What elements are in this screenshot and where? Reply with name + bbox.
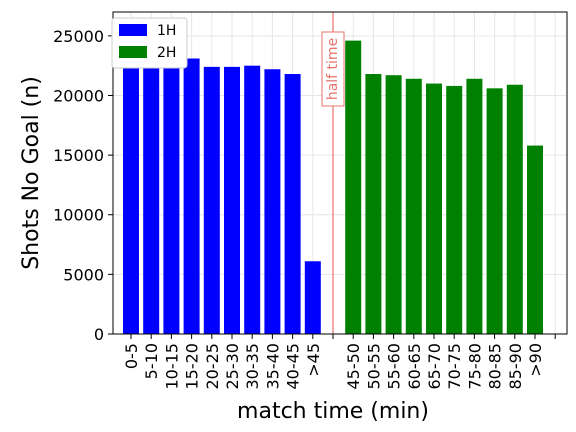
- x-tick-label: 40-45: [284, 343, 303, 390]
- half-time-box: [321, 31, 345, 107]
- legend-swatch-1h: [119, 24, 147, 36]
- bar-1h: [203, 66, 220, 335]
- x-axis-label: match time (min): [237, 399, 429, 424]
- x-tick-label: 65-70: [425, 343, 444, 390]
- x-tick-label: 15-20: [183, 343, 202, 390]
- x-tick-label: 70-75: [445, 343, 464, 390]
- bar-1h: [284, 74, 301, 334]
- x-tick-label: 85-90: [506, 343, 525, 390]
- bar-2h: [405, 78, 422, 334]
- bar-1h: [163, 59, 180, 334]
- bar-2h: [466, 78, 483, 334]
- y-tick-label: 20000: [53, 86, 104, 105]
- x-tick-label: 80-85: [486, 343, 505, 390]
- bar-2h: [527, 145, 543, 334]
- x-tick-label: 60-65: [405, 343, 424, 390]
- x-tick-label: >90: [526, 343, 545, 377]
- plot-frame: [112, 11, 568, 335]
- bar-1h: [244, 65, 261, 335]
- x-axis: 0-5 5-10 10-15 15-20 20-25 25-30 30-35 35-40 40-…: [122, 334, 556, 390]
- x-tick-label: 0-5: [122, 343, 141, 369]
- x-tick-label: 50-55: [364, 343, 383, 390]
- y-tick-label: 5000: [63, 265, 104, 284]
- x-tick-label: 10-15: [162, 343, 181, 390]
- half-time-annotation: half time: [321, 31, 345, 107]
- legend: 1H 2H: [111, 17, 188, 69]
- x-tick-label: 5-10: [142, 343, 161, 379]
- x-tick-label: 25-30: [223, 343, 242, 390]
- legend-label-2h: 2H: [157, 45, 176, 61]
- x-tick-label: 55-60: [385, 343, 404, 390]
- bar-2h: [486, 88, 503, 334]
- y-tick-label: 0: [94, 325, 104, 344]
- x-tick-label: 20-25: [203, 343, 222, 390]
- y-tick-label: 15000: [53, 146, 104, 165]
- x-tick-label: 35-40: [263, 343, 282, 390]
- x-tick-label: >45: [304, 343, 323, 377]
- bar-1h: [143, 62, 160, 334]
- half-time-label: half time: [325, 38, 341, 100]
- bar-2h: [506, 84, 523, 335]
- y-tick-label: 25000: [53, 27, 104, 46]
- y-tick-label: 10000: [53, 206, 104, 225]
- bar-2h: [385, 75, 402, 335]
- bar-2h: [365, 74, 382, 334]
- x-tick-label: 75-80: [465, 343, 484, 390]
- y-axis: 0 5000 10000 15000 20000 25000: [53, 27, 113, 344]
- legend-label-1h: 1H: [157, 23, 176, 39]
- x-tick-label: 30-35: [243, 343, 262, 390]
- bar-2h: [426, 83, 442, 334]
- legend-swatch-2h: [119, 46, 147, 58]
- bars: [123, 40, 543, 335]
- bar-1h: [224, 66, 240, 335]
- bar-1h: [123, 65, 139, 335]
- y-axis-label: Shots No Goal (n): [19, 76, 44, 270]
- bar-1h: [264, 69, 281, 334]
- x-tick-label: 45-50: [344, 343, 363, 390]
- bar-1h: [183, 58, 200, 335]
- bar-1h: [304, 261, 321, 334]
- bar-2h: [345, 40, 362, 334]
- bar-2h: [446, 85, 463, 335]
